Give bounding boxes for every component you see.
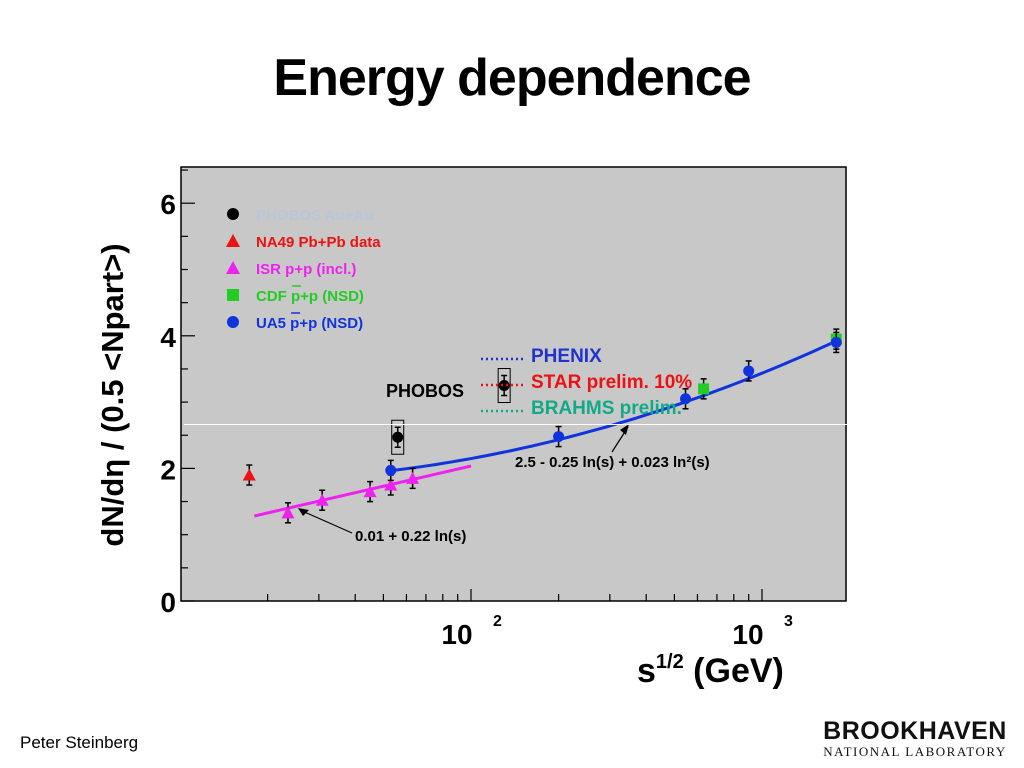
band-label: STAR prelim. 10% — [531, 372, 692, 393]
marker-triangle — [281, 506, 295, 519]
marker-triangle — [406, 471, 420, 484]
arrow-head — [298, 508, 309, 516]
marker-circle — [553, 431, 565, 443]
marker-triangle — [315, 493, 329, 506]
y-axis: 0 2 4 6 — [160, 169, 195, 618]
legend-label: NA49 Pb+Pb data — [256, 234, 381, 251]
legend-label: UA5 p+p (NSD) — [256, 315, 363, 332]
annotation-arrow — [299, 509, 353, 534]
y-tick-label: 4 — [160, 322, 176, 353]
slide-divider-line — [184, 424, 848, 425]
marker-circle — [830, 336, 842, 348]
marker-circle — [743, 365, 755, 377]
plot-frame — [180, 166, 847, 602]
marker-circle — [227, 316, 239, 328]
legend: PHOBOS Au+Au NA49 Pb+Pb data ISR p+p (incl… — [226, 207, 381, 332]
systematic-box — [497, 368, 511, 404]
marker-triangle — [226, 234, 240, 247]
x-axis: 10 2 10 3 — [266, 589, 793, 650]
x-tick-exponent: 3 — [784, 613, 793, 630]
brookhaven-logo: BROOKHAVEN NATIONAL LABORATORY — [815, 718, 1015, 760]
y-axis-label: dN/dη / (0.5 <Npart>) — [95, 243, 130, 546]
boxes — [391, 368, 511, 455]
marker-circle — [498, 380, 510, 392]
fit-label-aa: 2.5 - 0.25 ln(s) + 0.023 ln²(s) — [515, 454, 710, 471]
marker-circle — [227, 208, 239, 220]
logo-line1: BROOKHAVEN — [823, 717, 1007, 745]
data-points — [242, 328, 842, 524]
marker-circle — [680, 393, 692, 405]
x-tick-exponent: 2 — [493, 613, 502, 630]
fit-label-pp: 0.01 + 0.22 ln(s) — [355, 528, 466, 545]
fit-annotations: 0.01 + 0.22 ln(s) 2.5 - 0.25 ln(s) + 0.02… — [298, 424, 710, 545]
phobos-label: PHOBOS — [386, 381, 464, 401]
x-label-s: s1/2 (GeV) — [637, 651, 784, 690]
band-label: BRAHMS prelim. — [531, 398, 682, 419]
y-tick-label: 0 — [160, 587, 176, 618]
marker-square — [227, 289, 239, 301]
y-tick-label: 2 — [160, 454, 176, 485]
fit-line — [253, 464, 472, 518]
legend-label: PHOBOS Au+Au — [256, 207, 373, 224]
legend-label: ISR p+p (incl.) — [256, 261, 356, 278]
x-tick-label: 10 — [732, 619, 763, 650]
marker-triangle — [242, 468, 256, 481]
logo-line2: NATIONAL LABORATORY — [823, 744, 1007, 759]
arrow-head — [620, 424, 629, 435]
x-tick-label: 10 — [441, 619, 472, 650]
marker-triangle — [226, 261, 240, 274]
marker-triangle — [384, 478, 398, 491]
y-tick-label: 6 — [160, 189, 176, 220]
rhic-band-labels: PHOBOS PHENIX STAR prelim. 10% BRAHMS preli… — [386, 346, 692, 419]
x-axis-label: s1/2 (GeV) — [637, 651, 784, 690]
slide-title: Energy dependence — [273, 49, 751, 107]
legend-label: CDF p+p (NSD) — [256, 288, 364, 305]
author-name: Peter Steinberg — [20, 733, 139, 752]
marker-circle — [385, 464, 397, 476]
band-label: PHENIX — [531, 346, 602, 367]
marker-circle — [392, 431, 404, 443]
systematic-box — [391, 419, 405, 455]
marker-square — [698, 383, 710, 395]
marker-triangle — [363, 485, 377, 498]
